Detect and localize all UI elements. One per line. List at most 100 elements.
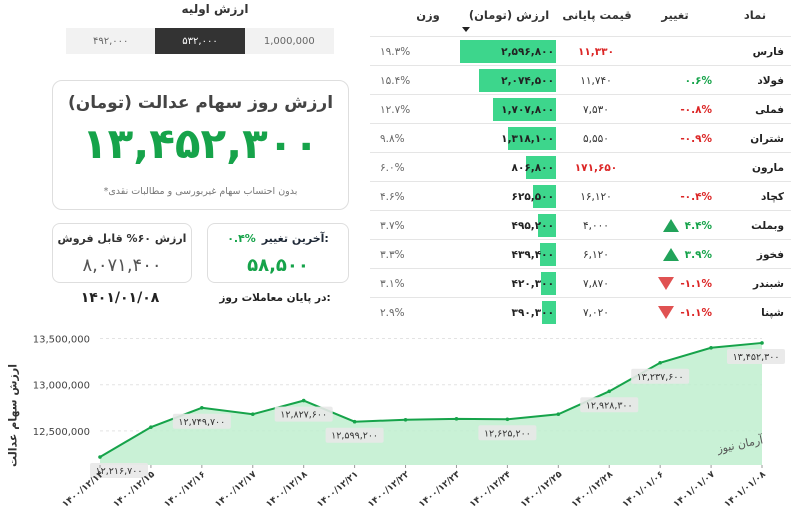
row-change-cell: -۱.۱% <box>632 298 712 327</box>
row-weight: ۹.۸% <box>380 132 405 145</box>
row-symbol[interactable]: فخوز <box>756 248 784 261</box>
data-label-bg <box>631 368 690 384</box>
initial-value-selector: ۴۹۲,۰۰۰ ۵۳۲,۰۰۰ 1,000,000 <box>66 28 334 54</box>
last-change-label: آخرین تغییر: <box>261 232 329 245</box>
row-value: ۲,۰۷۴,۵۰۰ <box>501 74 554 87</box>
row-value-bar <box>493 98 556 121</box>
sellable-value-label: ارزش ۶۰% قابل فروش <box>57 232 187 245</box>
data-label: ۱۲,۸۲۷,۶۰۰ <box>280 410 327 421</box>
row-value-cell: ۱,۷۰۷,۸۰۰ <box>458 95 556 124</box>
row-value-bar <box>542 301 556 324</box>
row-weight: ۳.۱% <box>380 277 405 290</box>
table-row[interactable]: ۹.۸% ۱,۳۱۸,۱۰۰ ۵,۵۵۰ -۰.۹% شتران <box>370 123 791 152</box>
row-close-price: ۷,۰۲۰ <box>583 306 609 319</box>
x-tick-label: ۱۴۰۰/۱۲/۱۷ <box>214 469 260 509</box>
row-change: ۰.۶% <box>684 74 712 87</box>
row-weight: ۳.۳% <box>380 248 405 261</box>
chart-svg: 12,500,000 13,000,000 13,500,000 ۱۲,۲۱۶,۷۰۰… <box>33 335 785 510</box>
table-header: وزن ارزش (تومان) قیمت پایانی تغییر نماد <box>370 0 791 36</box>
up-triangle-icon <box>662 219 679 232</box>
last-change-value: ۵۸,۵۰۰ <box>247 255 309 276</box>
row-symbol[interactable]: فارس <box>752 45 784 58</box>
row-close-price: ۱۶,۱۲۰ <box>580 190 612 203</box>
initial-value-option[interactable]: ۴۹۲,۰۰۰ <box>66 28 156 54</box>
table-row[interactable]: ۱۹.۳% ۲,۵۹۶,۸۰۰ ۱۱,۳۳۰ فارس <box>370 36 791 65</box>
x-tick-label: ۱۴۰۰/۱۲/۲۸ <box>570 469 616 509</box>
data-label-bg <box>580 397 639 413</box>
chart-point <box>505 417 510 422</box>
data-label: ۱۲,۲۱۶,۷۰۰ <box>96 466 143 477</box>
data-label-bg <box>478 425 537 441</box>
row-change-cell: ۳.۹% <box>632 240 712 269</box>
row-value-cell: ۸۰۶,۸۰۰ <box>458 153 556 182</box>
row-symbol[interactable]: شبندر <box>752 277 784 290</box>
chart-point <box>403 417 408 422</box>
header-value[interactable]: ارزش (تومان) <box>468 8 550 22</box>
row-change-cell: -۰.۴% <box>632 182 712 211</box>
x-tick-label: ۱۴۰۰/۱۲/۲۳ <box>417 469 463 509</box>
x-tick-label: ۱۴۰۱/۰۱/۰۷ <box>672 469 718 509</box>
chart-point <box>352 419 357 424</box>
header-close-price[interactable]: قیمت پایانی <box>562 8 632 22</box>
row-symbol[interactable]: شتران <box>750 132 784 145</box>
y-tick-label: 12,500,000 <box>33 427 90 438</box>
chart-point <box>301 398 306 403</box>
row-change: ۴.۴% <box>684 219 712 232</box>
row-close-price: ۱۷۱,۶۵۰ <box>574 161 618 174</box>
row-value-bar <box>460 40 556 63</box>
data-label: ۱۳,۴۵۲,۳۰۰ <box>733 352 780 363</box>
last-change-percent: ۰.۴% <box>227 232 256 245</box>
row-value-cell: ۲,۵۹۶,۸۰۰ <box>458 37 556 66</box>
y-tick-label: 13,000,000 <box>33 381 90 392</box>
table-row[interactable]: ۳.۳% ۴۳۹,۴۰۰ ۶,۱۲۰ ۳.۹% فخوز <box>370 239 791 268</box>
table-row[interactable]: ۱۲.۷% ۱,۷۰۷,۸۰۰ ۷,۵۳۰ -۰.۸% فملی <box>370 94 791 123</box>
row-value-bar <box>479 69 556 92</box>
header-symbol[interactable]: نماد <box>743 8 767 22</box>
table-row[interactable]: ۱۵.۴% ۲,۰۷۴,۵۰۰ ۱۱,۷۴۰ ۰.۶% فولاد <box>370 65 791 94</box>
chart-point <box>709 345 713 350</box>
x-tick-label: ۱۴۰۰/۱۲/۲۱ <box>315 470 360 510</box>
initial-value-title: ارزش اولیه <box>181 2 249 16</box>
row-symbol[interactable]: کچاد <box>760 190 784 203</box>
header-change[interactable]: تغییر <box>661 8 689 22</box>
x-tick-label: ۱۴۰۰/۱۲/۲۴ <box>468 469 514 509</box>
chart-point <box>250 412 255 417</box>
data-label: ۱۲,۹۲۸,۳۰۰ <box>586 400 633 411</box>
row-symbol[interactable]: مارون <box>752 161 784 174</box>
row-weight: ۴.۶% <box>380 190 405 203</box>
row-change: -۱.۱% <box>680 306 712 319</box>
chart-point <box>658 360 662 365</box>
initial-value-option-selected[interactable]: ۵۳۲,۰۰۰ <box>155 28 245 54</box>
table-row[interactable]: ۳.۷% ۴۹۵,۲۰۰ ۴,۰۰۰ ۴.۴% وبملت <box>370 210 791 239</box>
x-tick-label: ۱۴۰۰/۱۲/۱۴ <box>61 469 107 509</box>
row-close-price: ۱۱,۷۴۰ <box>580 74 612 87</box>
header-weight[interactable]: وزن <box>416 8 440 22</box>
table-row[interactable]: ۲.۹% ۳۹۰,۳۰۰ ۷,۰۲۰ -۱.۱% شپنا <box>370 297 791 326</box>
data-label: ۱۳,۲۳۷,۶۰۰ <box>637 372 684 383</box>
row-change-cell: -۱.۱% <box>632 269 712 298</box>
row-value-cell: ۱,۳۱۸,۱۰۰ <box>458 124 556 153</box>
row-weight: ۱۵.۴% <box>380 74 411 87</box>
row-value: ۱,۷۰۷,۸۰۰ <box>501 103 554 116</box>
row-close-price: ۵,۵۵۰ <box>583 132 609 145</box>
x-tick-label: ۱۴۰۰/۱۲/۲۵ <box>519 469 565 509</box>
data-label: ۱۲,۵۹۹,۲۰۰ <box>331 431 378 442</box>
x-tick-label: ۱۴۰۰/۱۲/۱۶ <box>163 470 208 510</box>
table-row[interactable]: ۴.۶% ۶۲۵,۵۰۰ ۱۶,۱۲۰ -۰.۴% کچاد <box>370 181 791 210</box>
row-symbol[interactable]: وبملت <box>751 219 784 232</box>
row-value: ۳۹۰,۳۰۰ <box>511 306 554 319</box>
row-weight: ۳.۷% <box>380 219 405 232</box>
row-symbol[interactable]: شپنا <box>761 306 784 319</box>
row-value-cell: ۴۳۹,۴۰۰ <box>458 240 556 269</box>
row-change: -۱.۱% <box>680 277 712 290</box>
chart-area <box>100 342 762 465</box>
row-symbol[interactable]: فملی <box>755 103 784 116</box>
row-value-bar <box>508 127 556 150</box>
row-change-cell: ۴.۴% <box>632 211 712 240</box>
row-change-cell: -۰.۹% <box>632 124 712 153</box>
row-value-cell: ۳۹۰,۳۰۰ <box>458 298 556 327</box>
row-symbol[interactable]: فولاد <box>757 74 784 87</box>
initial-value-option[interactable]: 1,000,000 <box>244 28 334 54</box>
table-row[interactable]: ۶.۰% ۸۰۶,۸۰۰ ۱۷۱,۶۵۰ مارون <box>370 152 791 181</box>
table-row[interactable]: ۳.۱% ۴۲۰,۳۰۰ ۷,۸۷۰ -۱.۱% شبندر <box>370 268 791 297</box>
